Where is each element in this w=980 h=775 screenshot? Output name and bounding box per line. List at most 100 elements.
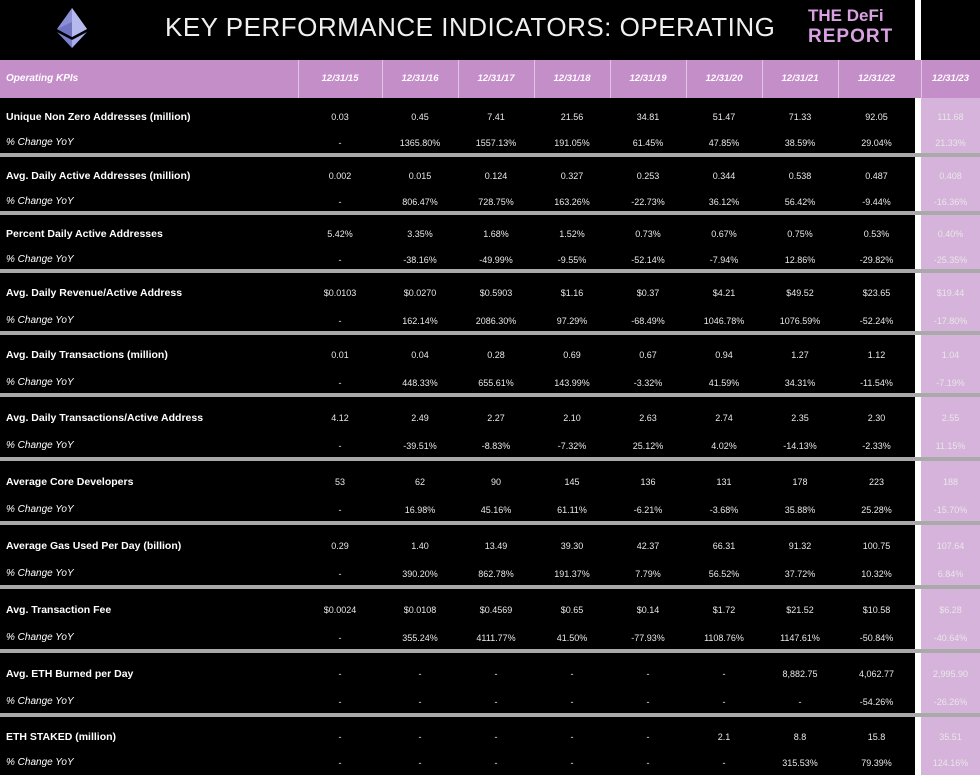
yoy-value: - <box>338 697 342 707</box>
kpi-value: 1.68% <box>483 229 509 239</box>
kpi-value: $0.0024 <box>323 605 357 615</box>
brand-line-2: REPORT <box>808 26 894 47</box>
yoy-value: 390.20% <box>402 569 438 579</box>
yoy-value: -39.51% <box>403 441 437 451</box>
yoy-label: % Change YoY <box>6 568 74 579</box>
yoy-value: -2.33% <box>862 441 891 451</box>
kpi-value: 145 <box>564 477 580 487</box>
yoy-value: - <box>570 758 574 768</box>
kpi-label: Avg. Daily Active Addresses (million) <box>6 170 191 182</box>
kpi-value: $23.65 <box>862 288 891 298</box>
yoy-value: -15.70% <box>933 505 968 515</box>
kpi-value: - <box>646 732 650 742</box>
yoy-value: -8.83% <box>481 441 511 451</box>
row-separator <box>0 457 980 461</box>
column-header: 12/31/23 <box>932 73 969 84</box>
kpi-value: 92.05 <box>865 112 888 122</box>
yoy-value: - <box>338 316 342 326</box>
kpi-label: Avg. Daily Transactions (million) <box>6 349 168 361</box>
yoy-value: 47.85% <box>708 138 740 148</box>
kpi-value: - <box>338 732 342 742</box>
kpi-value: 0.69 <box>563 350 581 360</box>
column-header: 12/31/17 <box>477 73 515 84</box>
yoy-value: 37.72% <box>784 569 816 579</box>
kpi-value: 111.68 <box>937 112 964 122</box>
kpi-group: Avg. Daily Transactions (million) 0.01 0.0… <box>0 336 980 397</box>
yoy-value: - <box>646 758 650 768</box>
kpi-label: ETH STAKED (million) <box>6 731 117 743</box>
yoy-value: 16.98% <box>404 505 436 515</box>
kpi-value: 5.42% <box>327 229 353 239</box>
kpi-value: $0.0108 <box>403 605 437 615</box>
column-header: 12/31/18 <box>553 73 591 84</box>
kpi-group: Avg. Daily Transactions/Active Address 4.… <box>0 398 980 461</box>
header-divider <box>298 60 299 98</box>
yoy-value: -6.21% <box>633 505 663 515</box>
yoy-value: 1046.78% <box>703 316 745 326</box>
yoy-value: - <box>338 633 342 643</box>
yoy-value: -25.35% <box>933 255 968 265</box>
kpi-value: $0.0103 <box>323 288 357 298</box>
kpi-label: Average Core Developers <box>6 476 134 488</box>
yoy-value: 191.05% <box>554 138 590 148</box>
yoy-value: -11.54% <box>860 378 893 388</box>
yoy-value: 191.37% <box>554 569 590 579</box>
kpi-value: 71.33 <box>788 112 812 122</box>
kpi-value: 90 <box>490 477 501 487</box>
kpi-label: Avg. ETH Burned per Day <box>6 668 134 680</box>
kpi-value: 0.73% <box>635 229 661 239</box>
yoy-value: 29.04% <box>861 138 892 148</box>
header-divider <box>838 60 839 98</box>
column-header: 12/31/19 <box>629 73 667 84</box>
yoy-value: - <box>338 569 342 579</box>
kpi-value: 8.8 <box>793 732 807 742</box>
row-separator <box>0 331 980 335</box>
kpi-value: 0.04 <box>411 350 429 360</box>
row-separator <box>0 211 980 215</box>
kpi-value: 62 <box>414 477 425 487</box>
kpi-value: 4,062.77 <box>858 669 895 679</box>
kpi-label: Avg. Transaction Fee <box>6 604 112 616</box>
yoy-value: - <box>338 758 342 768</box>
yoy-value: -14.13% <box>783 441 817 451</box>
kpi-value: $10.58 <box>862 605 891 615</box>
yoy-value: - <box>338 505 342 515</box>
kpi-value: 4.12 <box>331 413 349 423</box>
yoy-value: 1108.76% <box>704 633 744 643</box>
header-divider <box>458 60 459 98</box>
yoy-label: % Change YoY <box>6 137 74 148</box>
kpi-value: 2.49 <box>411 413 429 423</box>
kpi-value: 53 <box>334 477 345 487</box>
yoy-value: - <box>338 138 342 148</box>
kpi-value: 0.75% <box>787 229 813 239</box>
kpi-value: - <box>338 669 342 679</box>
kpi-value: 131 <box>716 477 732 487</box>
kpi-label: Average Gas Used Per Day (billion) <box>6 540 182 552</box>
header-divider <box>686 60 687 98</box>
yoy-value: 61.11% <box>557 505 587 515</box>
yoy-value: -7.94% <box>709 255 739 265</box>
kpi-value: 0.327 <box>560 171 584 181</box>
kpi-value: 0.253 <box>636 171 660 181</box>
kpi-value: 100.75 <box>862 541 891 551</box>
yoy-label: % Change YoY <box>6 504 74 515</box>
yoy-label: % Change YoY <box>6 632 74 643</box>
kpi-value: 7.41 <box>487 112 505 122</box>
kpi-value: 0.408 <box>939 171 962 181</box>
kpi-value: 2.74 <box>715 413 733 423</box>
kpi-group: Avg. Transaction Fee $0.0024 $0.0108 $0.456… <box>0 590 980 653</box>
kpi-value: 0.28 <box>487 350 505 360</box>
kpi-value: $0.5903 <box>479 288 513 298</box>
kpi-value: 1.27 <box>791 350 809 360</box>
kpi-value: 51.47 <box>712 112 736 122</box>
yoy-value: 806.47% <box>402 197 438 207</box>
yoy-value: 25.28% <box>861 505 892 515</box>
yoy-value: 2086.30% <box>475 316 517 326</box>
yoy-value: -50.84% <box>859 633 894 643</box>
kpi-value: 91.32 <box>788 541 812 551</box>
yoy-value: 728.75% <box>478 197 514 207</box>
yoy-value: 315.53% <box>782 758 818 768</box>
kpi-value: - <box>494 732 498 742</box>
yoy-value: -17.80% <box>933 316 968 326</box>
yoy-value: - <box>494 697 498 707</box>
